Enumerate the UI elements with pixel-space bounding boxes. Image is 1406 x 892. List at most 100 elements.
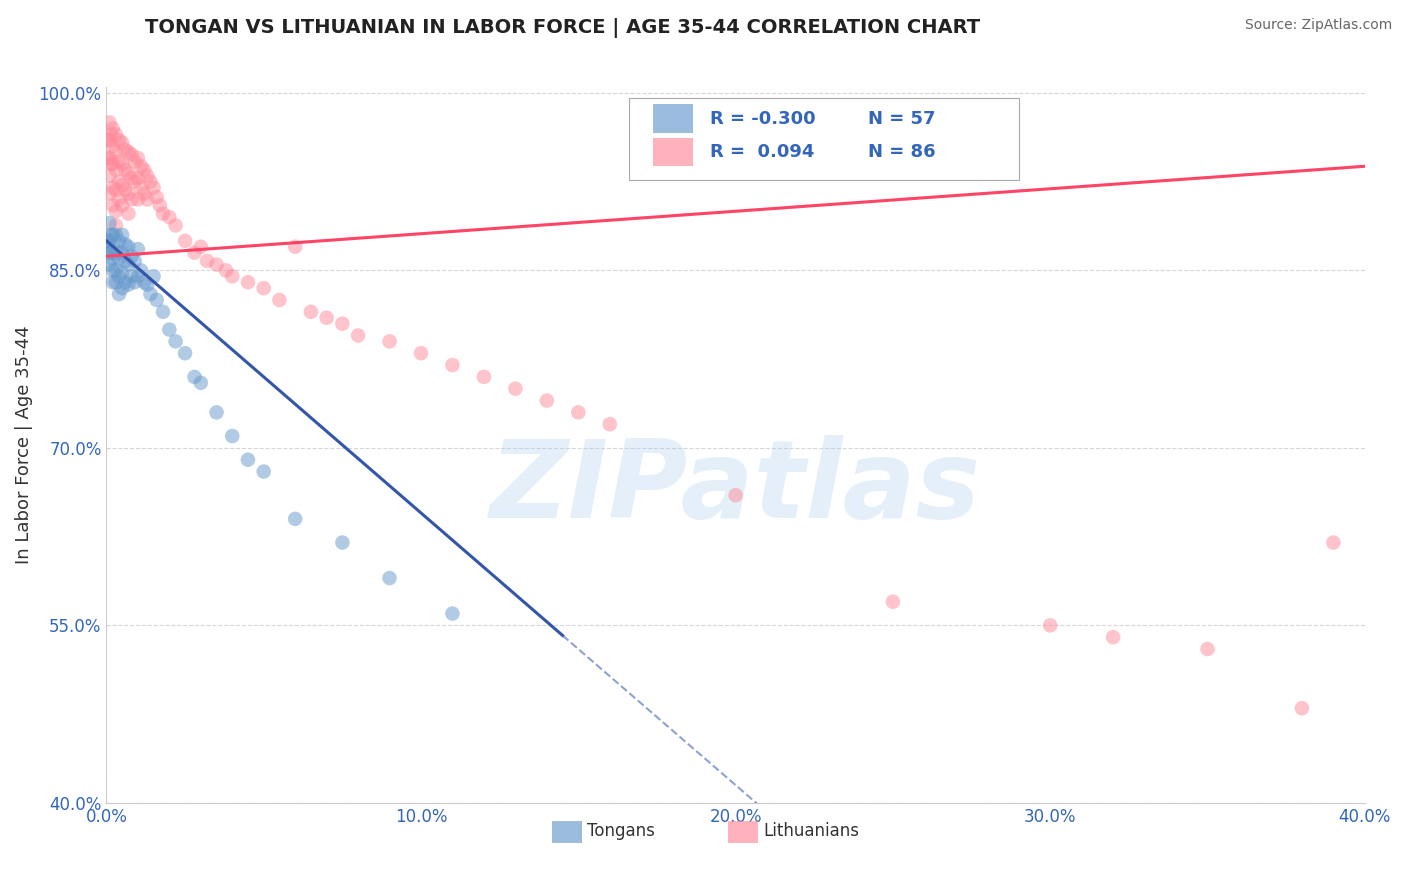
Point xyxy=(117,145,139,159)
Point xyxy=(97,234,120,248)
Point xyxy=(149,198,172,212)
Point xyxy=(409,346,432,360)
Point xyxy=(136,277,159,292)
Point xyxy=(441,358,464,372)
Point xyxy=(236,452,259,467)
Point xyxy=(236,275,259,289)
Point xyxy=(129,159,152,173)
Point xyxy=(121,249,143,263)
Point xyxy=(111,198,134,212)
Point xyxy=(472,370,495,384)
Point xyxy=(724,488,747,502)
Point xyxy=(315,310,337,325)
FancyBboxPatch shape xyxy=(553,822,582,843)
Point xyxy=(253,281,276,295)
Point xyxy=(157,322,180,336)
Point xyxy=(101,252,124,266)
Point xyxy=(145,293,167,307)
Text: Tongans: Tongans xyxy=(588,822,655,840)
Point xyxy=(157,210,180,224)
Point xyxy=(124,275,146,289)
Point xyxy=(114,254,136,268)
Text: TONGAN VS LITHUANIAN IN LABOR FORCE | AGE 35-44 CORRELATION CHART: TONGAN VS LITHUANIAN IN LABOR FORCE | AG… xyxy=(145,18,980,37)
Point xyxy=(121,269,143,284)
Point xyxy=(536,393,558,408)
Point xyxy=(97,240,120,254)
Point xyxy=(152,206,174,220)
Point xyxy=(378,334,401,349)
Point xyxy=(98,169,121,183)
Point xyxy=(299,305,322,319)
Point xyxy=(98,234,121,248)
Point xyxy=(98,186,121,201)
Point xyxy=(124,175,146,189)
Point xyxy=(190,240,212,254)
Text: Source: ZipAtlas.com: Source: ZipAtlas.com xyxy=(1244,18,1392,32)
Point xyxy=(111,178,134,193)
Point xyxy=(221,429,243,443)
Point xyxy=(98,133,121,147)
Point xyxy=(104,275,127,289)
Text: ZIPatlas: ZIPatlas xyxy=(491,435,981,541)
Point xyxy=(124,254,146,268)
Point xyxy=(1102,630,1125,644)
Point xyxy=(378,571,401,585)
Text: R =  0.094: R = 0.094 xyxy=(710,143,815,161)
Point xyxy=(195,254,218,268)
Point xyxy=(136,169,159,183)
Point xyxy=(111,245,134,260)
Point xyxy=(97,133,120,147)
Point xyxy=(183,370,205,384)
Point xyxy=(127,193,149,207)
Point xyxy=(101,180,124,194)
Y-axis label: In Labor Force | Age 35-44: In Labor Force | Age 35-44 xyxy=(15,326,32,565)
Point xyxy=(101,198,124,212)
Point xyxy=(104,145,127,159)
Point xyxy=(101,121,124,136)
Point xyxy=(347,328,370,343)
Point xyxy=(108,193,131,207)
Point xyxy=(129,263,152,277)
Point xyxy=(117,277,139,292)
Point xyxy=(183,245,205,260)
Point xyxy=(101,139,124,153)
Point xyxy=(111,227,134,242)
Point xyxy=(114,237,136,252)
Point xyxy=(215,263,238,277)
Point xyxy=(1197,642,1219,657)
Point xyxy=(134,162,156,177)
Point xyxy=(104,245,127,260)
Point xyxy=(108,252,131,266)
Point xyxy=(114,275,136,289)
Point xyxy=(108,287,131,301)
Point xyxy=(111,157,134,171)
Text: N = 57: N = 57 xyxy=(868,110,935,128)
Point xyxy=(142,269,165,284)
Point xyxy=(104,183,127,197)
Point xyxy=(111,281,134,295)
Point xyxy=(101,263,124,277)
Point xyxy=(100,157,122,171)
Point xyxy=(145,190,167,204)
Point xyxy=(117,166,139,180)
Point xyxy=(332,535,354,549)
Point xyxy=(134,186,156,201)
Text: Lithuanians: Lithuanians xyxy=(763,822,859,840)
Point xyxy=(1291,701,1313,715)
Point xyxy=(108,154,131,169)
Point xyxy=(1322,535,1344,549)
Point xyxy=(505,382,527,396)
Point xyxy=(127,171,149,186)
Point xyxy=(98,151,121,165)
Point xyxy=(284,240,307,254)
Point xyxy=(98,216,121,230)
Point xyxy=(567,405,589,419)
Point xyxy=(97,151,120,165)
Point xyxy=(101,275,124,289)
Point xyxy=(101,157,124,171)
Point xyxy=(114,162,136,177)
Point xyxy=(104,128,127,142)
Point xyxy=(100,128,122,142)
Point xyxy=(142,180,165,194)
Point xyxy=(174,346,197,360)
